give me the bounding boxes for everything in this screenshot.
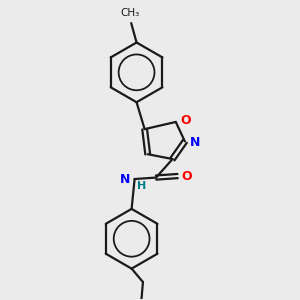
- Text: O: O: [181, 114, 191, 127]
- Text: O: O: [182, 169, 192, 183]
- Text: N: N: [120, 172, 130, 185]
- Text: H: H: [137, 181, 146, 190]
- Text: N: N: [190, 136, 200, 148]
- Text: CH₃: CH₃: [120, 8, 139, 18]
